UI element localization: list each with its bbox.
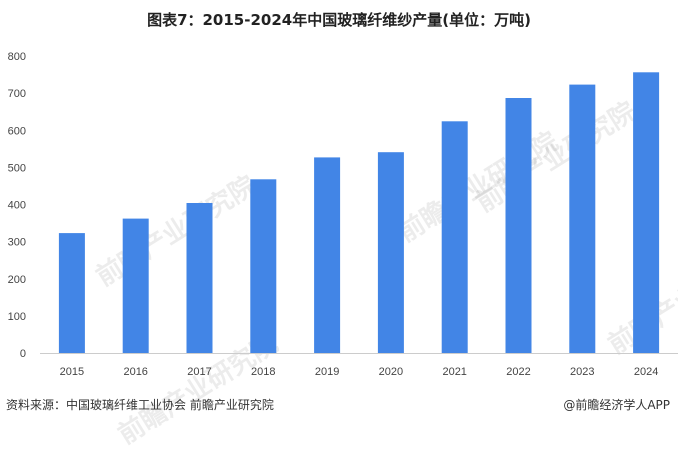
source-note: 资料来源：中国玻璃纤维工业协会 前瞻产业研究院 [6, 398, 274, 412]
y-tick-label: 500 [8, 162, 26, 174]
y-axis-ticks: 0 100 200 300 400 500 600 700 800 [8, 51, 26, 360]
bar-2016 [122, 218, 149, 353]
x-tick-label: 2021 [442, 366, 466, 378]
y-tick-label: 800 [8, 51, 26, 63]
y-tick-label: 0 [20, 348, 26, 360]
bar-2021 [441, 121, 468, 353]
x-tick-label: 2024 [634, 366, 658, 378]
bars [58, 72, 660, 354]
chart-title: 图表7：2015-2024年中国玻璃纤维纱产量(单位：万吨) [147, 11, 531, 29]
bar-2015 [58, 233, 85, 353]
x-tick-label: 2022 [506, 366, 530, 378]
x-tick-label: 2020 [379, 366, 403, 378]
y-tick-label: 400 [8, 200, 26, 212]
x-tick-label: 2017 [187, 366, 211, 378]
x-tick-label: 2016 [123, 366, 147, 378]
y-tick-label: 300 [8, 237, 26, 249]
x-tick-label: 2019 [315, 366, 339, 378]
bar-2019 [314, 157, 341, 353]
y-tick-label: 100 [8, 311, 26, 323]
bar-2018 [250, 179, 277, 353]
bar-2022 [505, 98, 532, 353]
bar-2023 [569, 84, 596, 353]
bar-2017 [186, 203, 213, 353]
x-tick-label: 2015 [60, 366, 84, 378]
brand-credit: @前瞻经济学人APP [563, 398, 670, 412]
y-tick-label: 700 [8, 88, 26, 100]
x-tick-label: 2018 [251, 366, 275, 378]
bar-2020 [377, 152, 404, 353]
x-axis-ticks: 2015 2016 2017 2018 2019 2020 2021 2022 2023 2024 [60, 366, 659, 378]
x-tick-label: 2023 [570, 366, 594, 378]
y-tick-label: 600 [8, 125, 26, 137]
y-tick-label: 200 [8, 274, 26, 286]
bar-2024 [633, 72, 660, 354]
